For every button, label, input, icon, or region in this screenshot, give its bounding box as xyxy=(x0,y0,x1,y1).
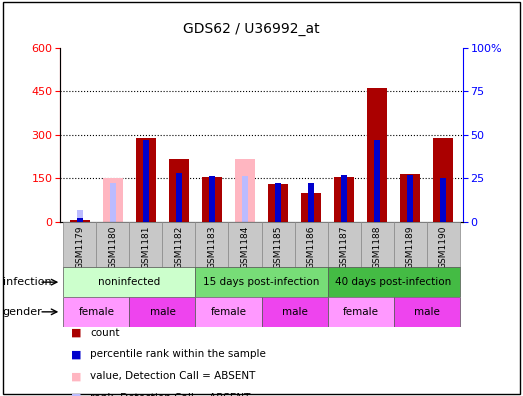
Text: noninfected: noninfected xyxy=(98,277,161,287)
FancyBboxPatch shape xyxy=(427,222,460,267)
Text: GSM1188: GSM1188 xyxy=(372,225,382,269)
FancyBboxPatch shape xyxy=(393,222,427,267)
Bar xyxy=(407,175,413,222)
Bar xyxy=(77,209,83,222)
Text: female: female xyxy=(343,307,379,317)
Bar xyxy=(440,178,446,222)
Text: GSM1186: GSM1186 xyxy=(306,225,315,269)
Text: GSM1180: GSM1180 xyxy=(108,225,118,269)
Bar xyxy=(130,297,196,327)
Bar xyxy=(176,173,183,222)
Text: GDS62 / U36992_at: GDS62 / U36992_at xyxy=(183,22,320,36)
FancyBboxPatch shape xyxy=(196,222,229,267)
Bar xyxy=(340,175,347,222)
Text: GSM1189: GSM1189 xyxy=(405,225,415,269)
Bar xyxy=(275,183,281,222)
Bar xyxy=(433,137,453,222)
Text: rank, Detection Call = ABSENT: rank, Detection Call = ABSENT xyxy=(90,393,251,396)
FancyBboxPatch shape xyxy=(294,222,327,267)
Bar xyxy=(77,218,83,222)
Bar xyxy=(196,267,327,297)
Text: male: male xyxy=(150,307,175,317)
Text: 40 days post-infection: 40 days post-infection xyxy=(335,277,452,287)
Bar xyxy=(110,183,116,222)
Bar xyxy=(169,159,189,222)
Text: GSM1185: GSM1185 xyxy=(274,225,282,269)
Bar xyxy=(334,177,354,222)
Text: 15 days post-infection: 15 days post-infection xyxy=(203,277,320,287)
Text: female: female xyxy=(210,307,246,317)
Bar xyxy=(367,88,387,222)
Text: GSM1182: GSM1182 xyxy=(175,225,184,269)
Bar xyxy=(209,177,215,222)
Bar xyxy=(308,183,314,222)
Bar xyxy=(70,220,90,222)
Text: GSM1190: GSM1190 xyxy=(439,225,448,269)
Text: percentile rank within the sample: percentile rank within the sample xyxy=(90,349,266,360)
FancyBboxPatch shape xyxy=(360,222,393,267)
Bar xyxy=(374,140,380,222)
Text: GSM1184: GSM1184 xyxy=(241,225,249,269)
Text: infection: infection xyxy=(3,277,51,287)
Bar xyxy=(301,193,321,222)
FancyBboxPatch shape xyxy=(262,222,294,267)
Text: GSM1181: GSM1181 xyxy=(141,225,151,269)
Bar xyxy=(242,177,248,222)
Text: GSM1183: GSM1183 xyxy=(208,225,217,269)
Bar xyxy=(136,137,156,222)
Text: male: male xyxy=(414,307,439,317)
Text: value, Detection Call = ABSENT: value, Detection Call = ABSENT xyxy=(90,371,256,381)
Bar xyxy=(268,184,288,222)
Bar xyxy=(327,267,460,297)
Bar xyxy=(143,140,149,222)
FancyBboxPatch shape xyxy=(327,222,360,267)
Bar xyxy=(202,177,222,222)
Text: count: count xyxy=(90,327,120,338)
FancyBboxPatch shape xyxy=(130,222,163,267)
Text: ■: ■ xyxy=(71,393,81,396)
Text: male: male xyxy=(281,307,308,317)
Bar xyxy=(262,297,327,327)
Bar xyxy=(196,297,262,327)
Bar xyxy=(103,178,123,222)
Bar xyxy=(327,297,393,327)
Text: ■: ■ xyxy=(71,349,81,360)
Text: female: female xyxy=(78,307,115,317)
FancyBboxPatch shape xyxy=(163,222,196,267)
Bar xyxy=(63,267,196,297)
Bar xyxy=(63,297,130,327)
FancyBboxPatch shape xyxy=(96,222,130,267)
Text: ■: ■ xyxy=(71,371,81,381)
FancyBboxPatch shape xyxy=(229,222,262,267)
Bar xyxy=(235,159,255,222)
Bar xyxy=(393,297,460,327)
Bar xyxy=(400,174,420,222)
Text: ■: ■ xyxy=(71,327,81,338)
Text: gender: gender xyxy=(3,307,42,317)
FancyBboxPatch shape xyxy=(63,222,96,267)
Text: GSM1179: GSM1179 xyxy=(75,225,84,269)
Text: GSM1187: GSM1187 xyxy=(339,225,348,269)
